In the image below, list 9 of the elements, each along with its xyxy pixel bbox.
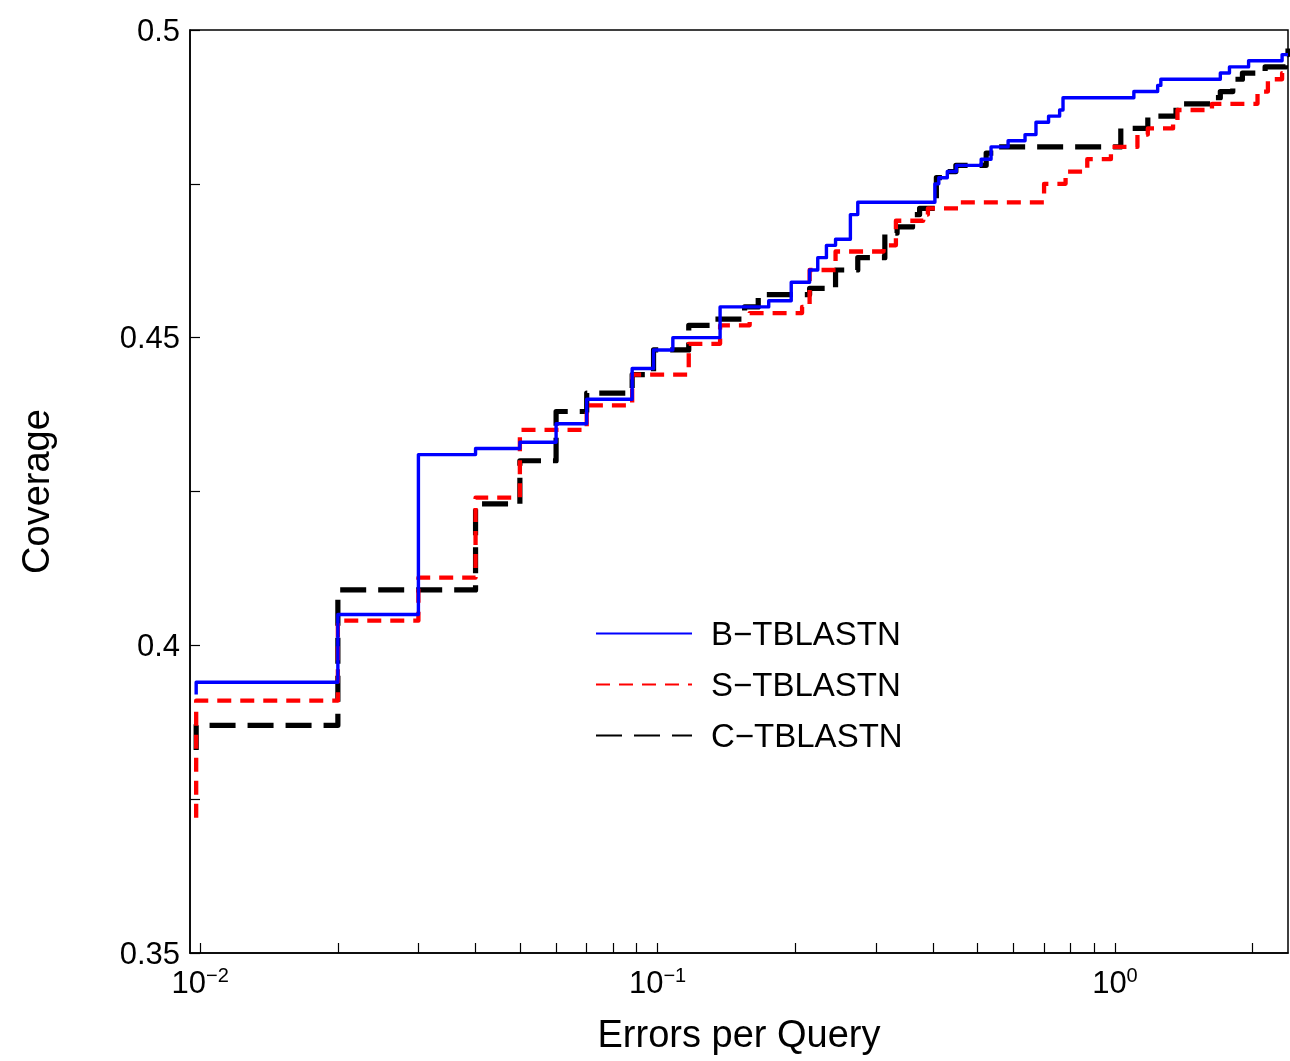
legend-label: C−TBLASTN	[711, 717, 903, 754]
y-tick-label: 0.35	[119, 935, 180, 971]
legend-label: S−TBLASTN	[711, 666, 901, 703]
legend-label: B−TBLASTN	[711, 615, 901, 652]
y-tick-label: 0.5	[136, 12, 180, 48]
y-tick-label: 0.4	[136, 627, 180, 663]
x-axis-title: Errors per Query	[597, 1013, 881, 1055]
y-axis-title: Coverage	[15, 409, 57, 574]
y-tick-label: 0.45	[119, 320, 180, 356]
